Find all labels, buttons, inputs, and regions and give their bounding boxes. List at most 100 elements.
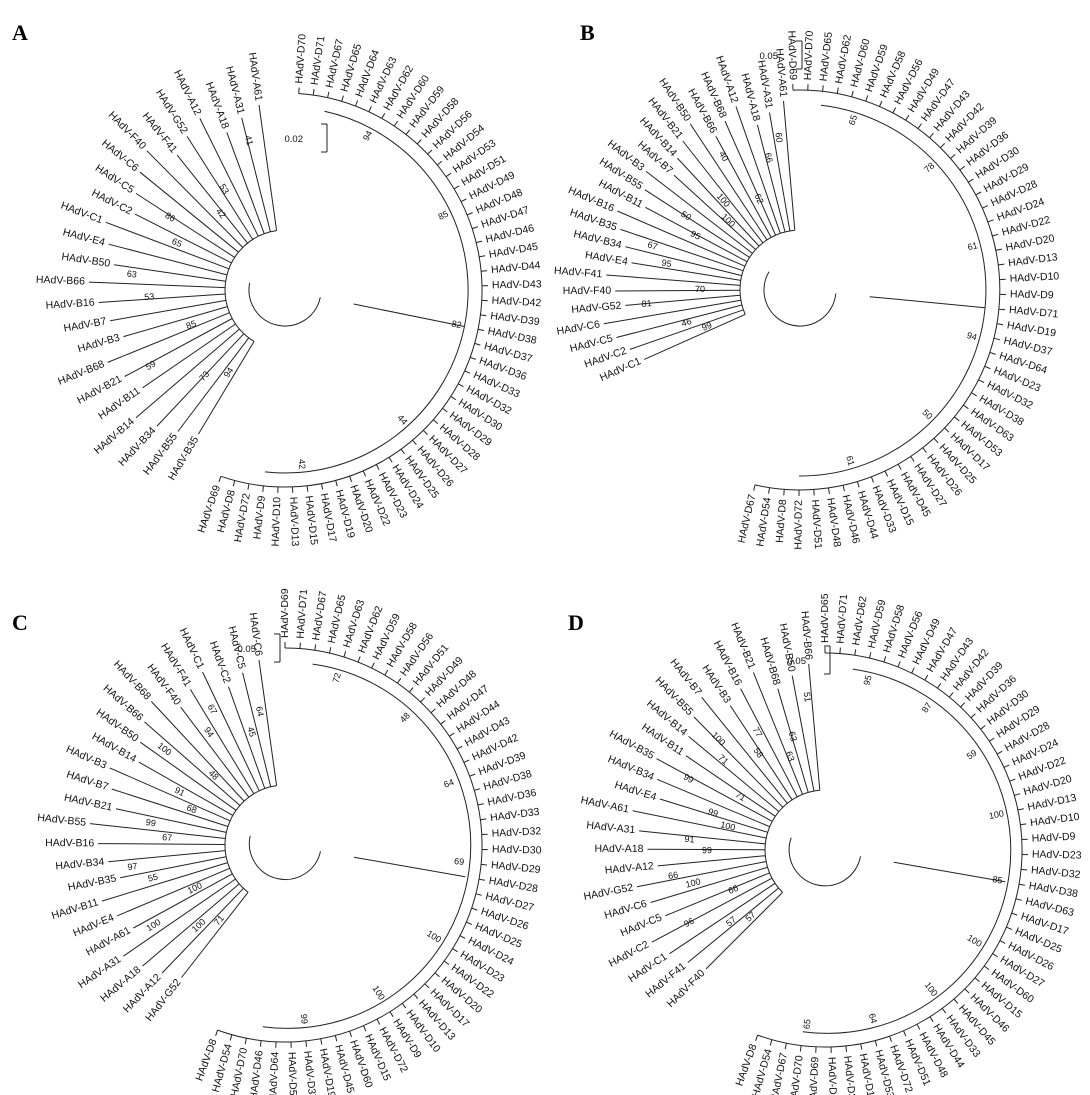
tip-branch	[665, 872, 770, 917]
tip-branch	[657, 855, 766, 867]
tip-branch	[999, 940, 1006, 944]
bootstrap-value: 50	[920, 407, 934, 421]
panel-letter: C	[12, 610, 28, 635]
tip-branch	[1015, 898, 1022, 901]
tip-label: HAdV-D37	[301, 1050, 318, 1095]
tip-branch	[430, 708, 436, 714]
clade-arc-d	[754, 89, 1001, 491]
tip-branch	[808, 663, 821, 791]
tip-branch	[405, 129, 411, 135]
tip-label: HAdV-C6	[556, 318, 601, 337]
tip-branch	[89, 823, 226, 839]
tip-branch	[954, 416, 960, 422]
tip-branch	[1011, 912, 1018, 916]
tip-branch	[1018, 883, 1025, 886]
tip-branch	[471, 907, 478, 911]
tip-branch	[724, 120, 777, 236]
tip-label: HAdV-B16	[45, 837, 94, 849]
tip-branch	[910, 456, 915, 462]
tip-label: HAdV-A12	[604, 860, 654, 877]
tip-label: HAdV-F40	[563, 285, 612, 297]
tip-branch	[138, 761, 234, 816]
tip-label: HAdV-D69	[785, 30, 799, 80]
tip-branch	[474, 342, 481, 346]
tip-branch	[199, 118, 259, 237]
bootstrap-value: 99	[299, 1013, 310, 1024]
bootstrap-value: 99	[682, 772, 696, 785]
tip-branch	[469, 773, 476, 777]
tip-branch	[314, 644, 317, 651]
tip-branch	[396, 678, 402, 684]
tip-branch	[845, 1045, 847, 1052]
bootstrap-value: 40	[717, 149, 731, 163]
tip-branch	[139, 171, 239, 253]
tip-label: HAdV-F41	[554, 265, 603, 281]
tip-branch	[133, 873, 233, 929]
tip-branch	[645, 206, 748, 263]
tip-label: HAdV-C2	[207, 640, 233, 685]
tip-label: HAdV-D9	[1031, 830, 1075, 844]
tip-branch	[477, 803, 484, 806]
tip-branch	[241, 117, 271, 232]
tip-branch	[144, 721, 241, 806]
root-arc	[764, 789, 820, 893]
tip-branch	[108, 850, 226, 863]
tip-branch	[615, 289, 741, 292]
bootstrap-value: 73	[197, 369, 211, 383]
bootstrap-value: 100	[719, 819, 736, 832]
tip-branch	[944, 427, 950, 433]
bootstrap-value: 94	[966, 330, 978, 342]
tip-branch	[156, 333, 245, 427]
tip-branch	[971, 392, 977, 397]
tip-branch	[228, 686, 266, 789]
tip-label: HAdV-B3	[76, 332, 121, 356]
tip-branch	[459, 935, 466, 939]
tip-branch	[460, 198, 467, 203]
tip-branch	[755, 1034, 759, 1041]
tip-branch	[865, 95, 869, 102]
tip-branch	[799, 1045, 802, 1052]
tip-label: HAdV-D44	[491, 259, 542, 276]
tip-branch	[964, 988, 970, 994]
tip-branch	[375, 464, 380, 471]
tip-branch	[996, 750, 1003, 755]
bootstrap-value: 100	[186, 880, 204, 896]
tip-label: HAdV-B7	[65, 769, 110, 794]
tip-branch	[120, 856, 227, 879]
tip-branch	[142, 323, 236, 389]
tip-label: HAdV-D70	[802, 30, 816, 80]
bootstrap-value: 63	[787, 730, 799, 742]
tip-branch	[229, 1034, 233, 1041]
tip-branch	[412, 439, 417, 446]
clade-arc-d	[217, 647, 483, 1043]
tip-branch	[869, 652, 872, 659]
tip-branch	[629, 309, 744, 350]
root-arc-inner	[248, 835, 321, 881]
bootstrap-value: 71	[212, 913, 226, 927]
tip-branch	[226, 132, 265, 234]
tip-branch	[851, 90, 854, 97]
scale-bar-label: 0.05	[788, 656, 807, 667]
tip-label: HAdV-D69	[279, 588, 291, 638]
tip-branch	[897, 464, 902, 470]
tip-branch	[376, 1018, 381, 1025]
tip-label: HAdV-D53	[286, 1052, 299, 1095]
tip-branch	[445, 172, 452, 178]
tip-branch	[362, 470, 367, 477]
stem-branch-d	[869, 296, 986, 309]
tip-branch	[480, 818, 487, 821]
tip-branch	[980, 725, 986, 730]
bootstrap-value: 45	[245, 726, 257, 738]
tip-branch	[150, 701, 245, 802]
tip-branch	[124, 318, 233, 377]
bootstrap-value: 70	[695, 284, 705, 294]
tip-branch	[110, 299, 226, 322]
tip-branch	[940, 143, 946, 149]
tip-branch	[828, 487, 830, 494]
tip-branch	[440, 720, 446, 725]
tip-label: HAdV-A61	[580, 794, 631, 816]
tip-label: HAdV-B11	[50, 896, 100, 922]
bootstrap-value: 85	[185, 318, 198, 331]
bootstrap-value: 64	[442, 777, 455, 790]
